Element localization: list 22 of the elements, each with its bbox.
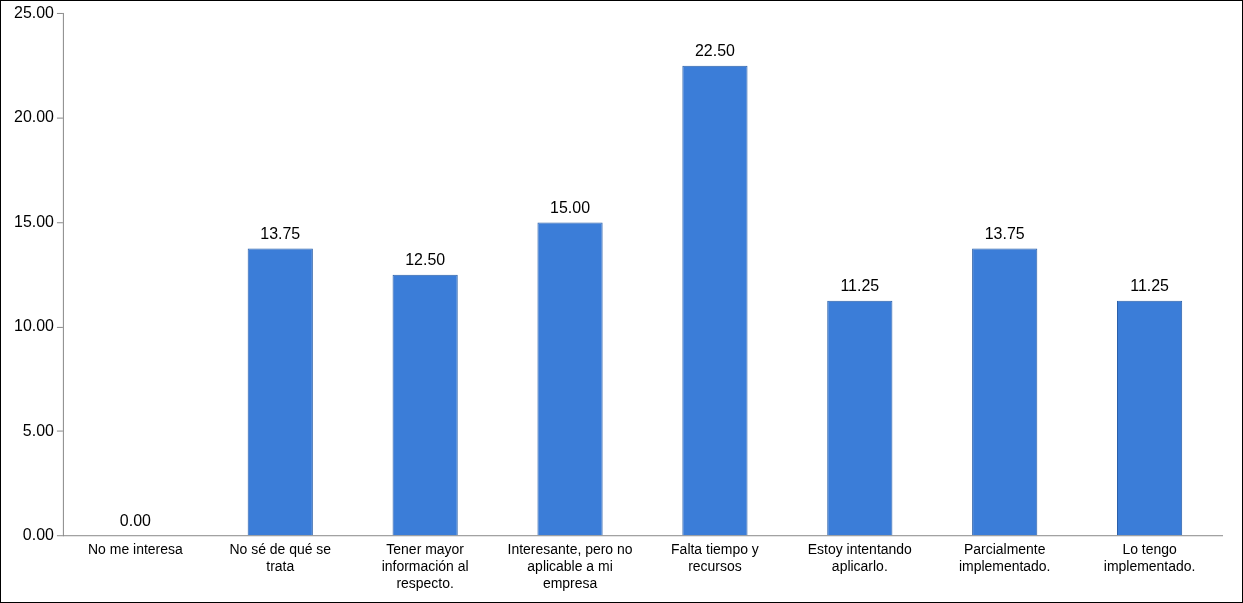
x-tick-label: No sé de qué se trata <box>229 541 332 574</box>
x-tick-label: Interesante, pero no aplicable a mi empresa <box>507 541 633 591</box>
data-label: 0.00 <box>119 512 152 530</box>
x-tick-label: Parcialmente implementado. <box>958 541 1051 574</box>
data-label: 11.25 <box>1130 277 1170 295</box>
data-label: 15.00 <box>550 198 591 216</box>
y-tick-label: 10.00 <box>14 317 55 335</box>
x-tick-label: Lo tengo implementado. <box>1103 541 1196 574</box>
x-tick-label: Estoy intentando aplicarlo. <box>807 541 913 574</box>
data-label: 12.50 <box>405 251 446 269</box>
data-label: 22.50 <box>694 42 736 60</box>
y-tick-label: 25.00 <box>14 3 55 21</box>
data-label: 13.75 <box>260 225 301 243</box>
y-tick-label: 0.00 <box>22 526 55 544</box>
data-label: 11.25 <box>840 277 880 295</box>
y-tick-label: 5.00 <box>22 421 55 439</box>
y-tick-label: 20.00 <box>14 108 55 126</box>
x-tick-label: No me interesa <box>88 541 183 558</box>
y-tick-label: 15.00 <box>14 212 55 230</box>
x-tick-label: Tener mayor información al respecto. <box>381 541 469 591</box>
data-label: 13.75 <box>984 225 1025 243</box>
x-tick-label: Falta tiempo y recursos <box>671 541 759 574</box>
